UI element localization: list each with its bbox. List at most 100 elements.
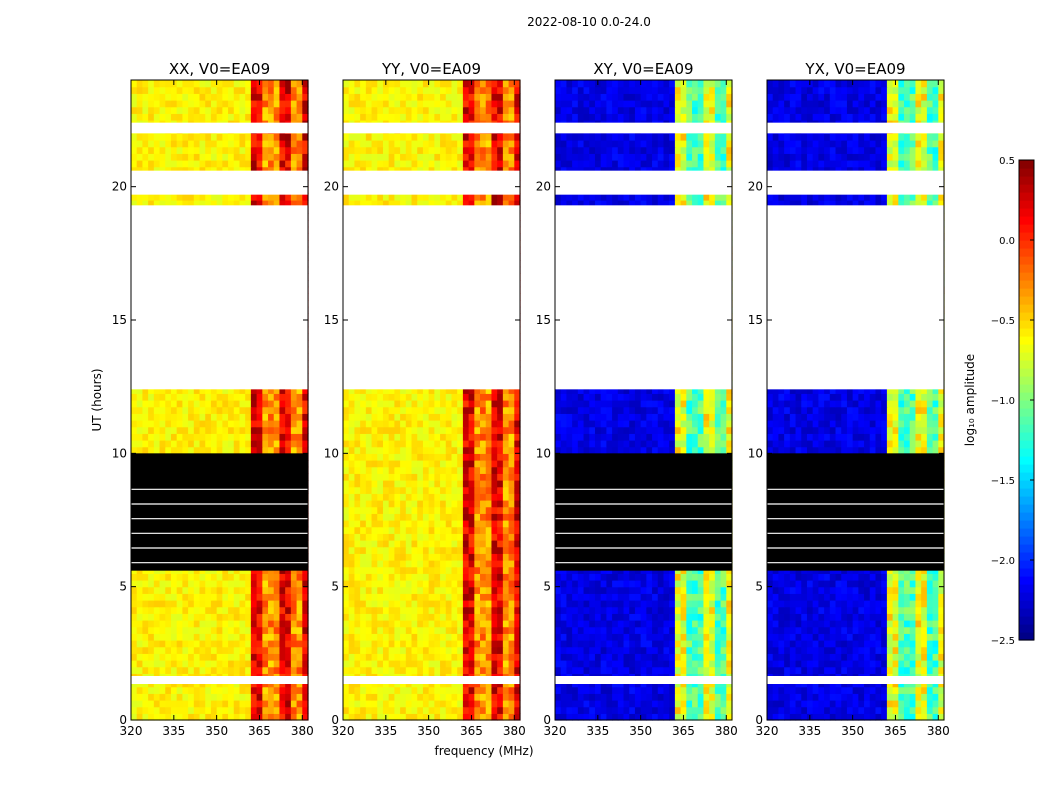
heatmap-cell bbox=[480, 426, 487, 434]
heatmap-cell bbox=[233, 440, 241, 448]
heatmap-cell bbox=[193, 106, 201, 114]
heatmap-cell bbox=[480, 593, 487, 601]
heatmap-cell bbox=[142, 413, 149, 421]
heatmap-cell bbox=[256, 420, 263, 428]
heatmap-cell bbox=[176, 133, 183, 141]
heatmap-cell bbox=[474, 666, 481, 674]
heatmap-cell bbox=[508, 553, 515, 561]
heatmap-cell bbox=[159, 400, 166, 408]
heatmap-cell bbox=[205, 600, 212, 608]
heatmap-cell bbox=[182, 700, 189, 708]
heatmap-cell bbox=[176, 386, 183, 394]
heatmap-cell bbox=[290, 666, 298, 674]
heatmap-cell bbox=[296, 586, 303, 594]
heatmap-cell bbox=[302, 393, 309, 401]
heatmap-cell bbox=[462, 686, 470, 694]
heatmap-cell bbox=[222, 106, 229, 114]
heatmap-cell bbox=[222, 400, 229, 408]
heatmap-cell bbox=[199, 200, 206, 208]
heatmap-cell bbox=[502, 446, 510, 454]
heatmap-cell bbox=[228, 580, 235, 588]
heatmap-cell bbox=[176, 80, 183, 88]
heatmap-cell bbox=[485, 540, 493, 548]
heatmap-cell bbox=[497, 700, 504, 708]
heatmap-cell bbox=[440, 706, 447, 714]
heatmap-cell bbox=[360, 486, 367, 494]
heatmap-cell bbox=[290, 386, 298, 394]
heatmap-cell bbox=[279, 633, 286, 641]
heatmap-cell bbox=[485, 433, 493, 441]
heatmap-cell bbox=[262, 426, 269, 434]
heatmap-cell bbox=[371, 566, 378, 574]
heatmap-cell bbox=[290, 400, 298, 408]
heatmap-cell bbox=[290, 593, 298, 601]
heatmap-cell bbox=[428, 446, 435, 454]
heatmap-cell bbox=[422, 566, 430, 574]
heatmap-cell bbox=[485, 473, 493, 481]
heatmap-cell bbox=[273, 166, 281, 174]
heatmap-cell bbox=[228, 100, 235, 108]
heatmap-cell bbox=[445, 713, 453, 721]
heatmap-cell bbox=[285, 686, 292, 694]
heatmap-cell bbox=[405, 593, 413, 601]
heatmap-cell bbox=[388, 573, 395, 581]
heatmap-cell bbox=[485, 686, 493, 694]
heatmap-cell bbox=[354, 433, 361, 441]
heatmap-cell bbox=[153, 140, 161, 148]
heatmap-cell bbox=[268, 626, 275, 634]
heatmap-cell bbox=[279, 613, 286, 621]
heatmap-cell bbox=[434, 640, 441, 648]
heatmap-cell bbox=[205, 393, 212, 401]
heatmap-cell bbox=[216, 580, 223, 588]
heatmap-cell bbox=[188, 660, 195, 668]
heatmap-cell bbox=[360, 546, 367, 554]
heatmap-cell bbox=[239, 606, 246, 614]
heatmap-cell bbox=[170, 666, 178, 674]
heatmap-cell bbox=[400, 506, 407, 514]
heatmap-cell bbox=[434, 413, 441, 421]
heatmap-cell bbox=[256, 193, 263, 201]
heatmap-cell bbox=[468, 566, 475, 574]
heatmap-cell bbox=[474, 606, 481, 614]
heatmap-cell bbox=[170, 580, 178, 588]
heatmap-cell bbox=[222, 146, 229, 154]
heatmap-cell bbox=[170, 113, 178, 121]
heatmap-cell bbox=[428, 546, 435, 554]
heatmap-cell bbox=[514, 520, 521, 528]
heatmap-cell bbox=[131, 413, 138, 421]
heatmap-cell bbox=[388, 506, 395, 514]
heatmap-cell bbox=[210, 420, 218, 428]
heatmap-cell bbox=[422, 613, 430, 621]
heatmap-cell bbox=[502, 693, 510, 701]
heatmap-cell bbox=[451, 493, 458, 501]
heatmap-cell bbox=[348, 573, 356, 581]
heatmap-cell bbox=[400, 606, 407, 614]
heatmap-cell bbox=[417, 580, 424, 588]
heatmap-cell bbox=[256, 406, 263, 414]
heatmap-cell bbox=[343, 600, 350, 608]
heatmap-cell bbox=[382, 493, 390, 501]
heatmap-cell bbox=[491, 566, 498, 574]
heatmap-cell bbox=[394, 600, 401, 608]
heatmap-cell bbox=[296, 93, 303, 101]
heatmap-cell bbox=[170, 600, 178, 608]
heatmap-cell bbox=[451, 706, 458, 714]
heatmap-cell bbox=[142, 146, 149, 154]
heatmap-cell bbox=[480, 566, 487, 574]
heatmap-cell bbox=[480, 526, 487, 534]
heatmap-cell bbox=[405, 493, 413, 501]
heatmap-cell bbox=[434, 600, 441, 608]
heatmap-cell bbox=[245, 406, 252, 414]
heatmap-cell bbox=[474, 446, 481, 454]
heatmap-cell bbox=[302, 620, 309, 628]
heatmap-cell bbox=[388, 693, 395, 701]
heatmap-cell bbox=[302, 446, 309, 454]
heatmap-cell bbox=[417, 593, 424, 601]
heatmap-cell bbox=[228, 693, 235, 701]
heatmap-cell bbox=[273, 133, 281, 141]
heatmap-cell bbox=[159, 106, 166, 114]
heatmap-cell bbox=[170, 146, 178, 154]
heatmap-cell bbox=[382, 633, 390, 641]
heatmap-cell bbox=[382, 666, 390, 674]
heatmap-cell bbox=[205, 433, 212, 441]
